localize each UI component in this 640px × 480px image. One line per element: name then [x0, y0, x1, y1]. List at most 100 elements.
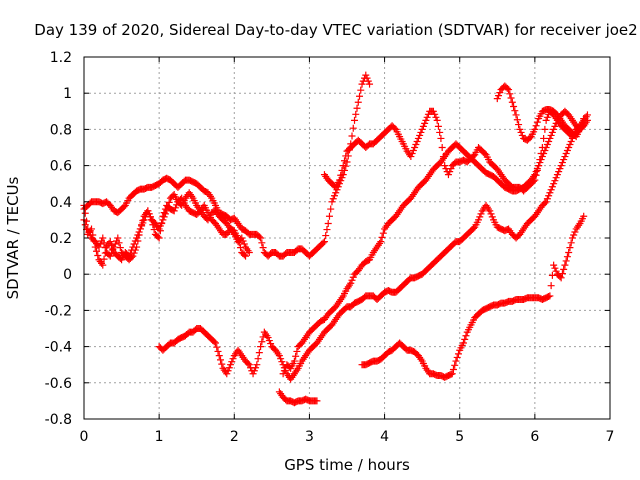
data-point [347, 279, 355, 287]
data-point [506, 90, 514, 98]
data-point [120, 203, 128, 211]
data-point [563, 147, 571, 155]
data-point [556, 165, 564, 173]
data-point [545, 293, 553, 301]
data-point [323, 226, 331, 234]
data-point [543, 195, 551, 203]
data-point [99, 261, 107, 269]
data-point [551, 122, 559, 130]
data-point [324, 220, 332, 228]
data-point [253, 361, 261, 369]
data-point [431, 110, 439, 118]
data-point [154, 233, 162, 241]
data-point [244, 359, 252, 367]
data-point [210, 338, 218, 346]
data-point [453, 353, 461, 361]
chart-title: Day 139 of 2020, Sidereal Day-to-day VTE… [34, 21, 637, 39]
data-point [81, 209, 89, 217]
data-point [163, 207, 171, 215]
data-point [225, 364, 233, 372]
data-point [513, 116, 521, 124]
data-point [433, 116, 441, 124]
data-point [543, 140, 551, 148]
data-point [566, 140, 574, 148]
data-point [416, 131, 424, 139]
data-point [224, 367, 232, 375]
data-point [408, 150, 416, 158]
data-point [533, 165, 541, 173]
data-point [214, 347, 222, 355]
y-tick-label: 0.8 [50, 122, 72, 138]
data-point [254, 355, 262, 363]
data-point [93, 247, 101, 255]
data-point [508, 98, 516, 106]
data-point [451, 361, 459, 369]
data-point [252, 364, 260, 372]
data-point [146, 213, 154, 221]
data-point [567, 239, 575, 247]
data-point [116, 244, 124, 252]
data-point [580, 212, 588, 220]
x-axis-title: GPS time / hours [284, 456, 410, 474]
data-point [257, 343, 265, 351]
data-point [155, 225, 163, 233]
data-point [277, 355, 285, 363]
data-point [108, 249, 116, 257]
data-point [493, 95, 501, 103]
data-point [330, 192, 338, 200]
data-point [429, 107, 437, 115]
data-point [366, 80, 374, 88]
x-tick-labels: 0 1 2 3 4 5 6 7 [80, 429, 615, 445]
data-point [213, 343, 221, 351]
data-point [532, 122, 540, 130]
data-point [551, 264, 559, 272]
data-point [364, 77, 372, 85]
data-point [510, 102, 518, 110]
data-point [319, 239, 327, 247]
data-point [547, 186, 555, 194]
data-point [469, 224, 477, 232]
data-point [339, 162, 347, 170]
data-point [259, 244, 267, 252]
x-tick-label: 2 [230, 429, 239, 445]
data-point [547, 131, 555, 139]
x-tick-label: 7 [606, 429, 615, 445]
x-tick-label: 5 [455, 429, 464, 445]
data-point [558, 159, 566, 167]
data-point [325, 212, 333, 220]
data-point [477, 210, 485, 218]
series-track-e [279, 107, 591, 378]
data-point [144, 207, 152, 215]
data-point [562, 257, 570, 265]
data-point [541, 199, 549, 207]
data-point [111, 240, 119, 248]
y-tick-label: 1.2 [50, 50, 72, 66]
data-point [239, 237, 247, 245]
data-point [391, 124, 399, 132]
data-point [353, 104, 361, 112]
data-point [486, 207, 494, 215]
data-point [414, 134, 422, 142]
data-point [422, 116, 430, 124]
data-point [161, 210, 169, 218]
data-point [436, 128, 444, 136]
data-point [543, 113, 551, 121]
data-point [411, 144, 419, 151]
data-point [561, 153, 569, 161]
data-point [86, 231, 94, 239]
data-point [536, 159, 544, 167]
data-point [320, 238, 328, 246]
data-point [545, 192, 553, 200]
data-point [313, 397, 321, 405]
data-point [293, 347, 301, 355]
data-point [379, 229, 387, 237]
data-point [267, 340, 275, 348]
data-point [557, 274, 565, 282]
data-point [223, 370, 231, 378]
data-point [540, 134, 548, 142]
data-point [265, 337, 273, 345]
data-point [136, 225, 144, 233]
data-point [438, 144, 446, 151]
data-point [255, 233, 263, 241]
